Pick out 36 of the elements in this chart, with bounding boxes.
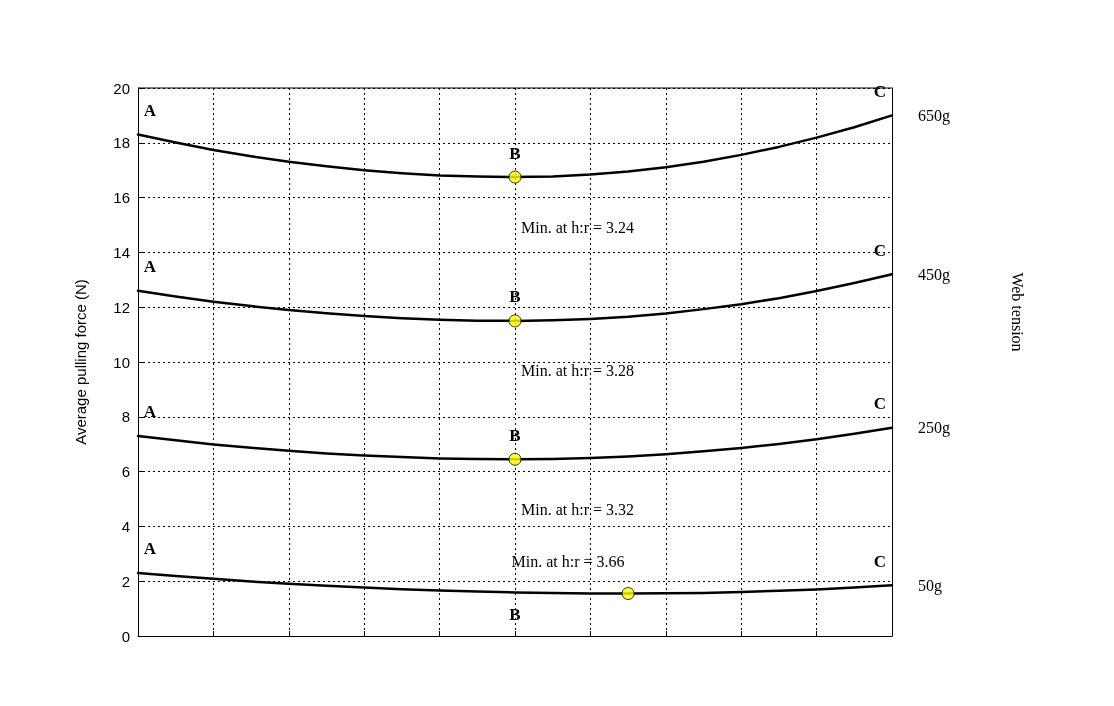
y-tick-label: 0 <box>121 627 130 645</box>
annotation: A <box>143 257 157 277</box>
annotation: A <box>143 101 157 121</box>
annotation: A <box>143 402 157 422</box>
annotation: B <box>509 604 521 624</box>
annotation: B <box>509 287 521 307</box>
y-tick-label: 12 <box>113 298 130 316</box>
annotation: B <box>509 425 521 445</box>
y-tick-label: 20 <box>113 79 130 97</box>
annotation: B <box>509 143 521 163</box>
y-tick-label: 18 <box>113 134 130 152</box>
legend-title: Web tension <box>1008 272 1026 352</box>
series-label: 50g <box>918 576 942 595</box>
series-label: 450g <box>918 265 950 284</box>
annotation: C <box>873 551 887 571</box>
y-tick-label: 14 <box>113 243 130 261</box>
annotation: C <box>873 240 887 260</box>
point <box>621 587 635 601</box>
y-tick-label: 8 <box>121 408 130 426</box>
annotation: A <box>143 539 157 559</box>
y-tick-label: 10 <box>113 353 130 371</box>
series-label: 650g <box>918 106 950 125</box>
annotation: Min. at h:r = 3.24 <box>521 218 635 236</box>
annotation: Min. at h:r = 3.32 <box>521 500 635 518</box>
y-tick-label: 4 <box>121 517 130 535</box>
annotation: C <box>873 394 887 414</box>
y-axis-title: Average pulling force (N) <box>72 279 89 445</box>
point <box>508 314 522 328</box>
annotation: C <box>873 81 887 101</box>
point <box>508 170 522 184</box>
series-label: 250g <box>918 419 950 438</box>
y-tick-label: 16 <box>113 189 130 207</box>
y-tick-label: 2 <box>121 572 130 590</box>
y-tick-label: 6 <box>121 463 130 481</box>
annotation: Min. at h:r = 3.28 <box>521 362 635 380</box>
point <box>508 452 522 466</box>
